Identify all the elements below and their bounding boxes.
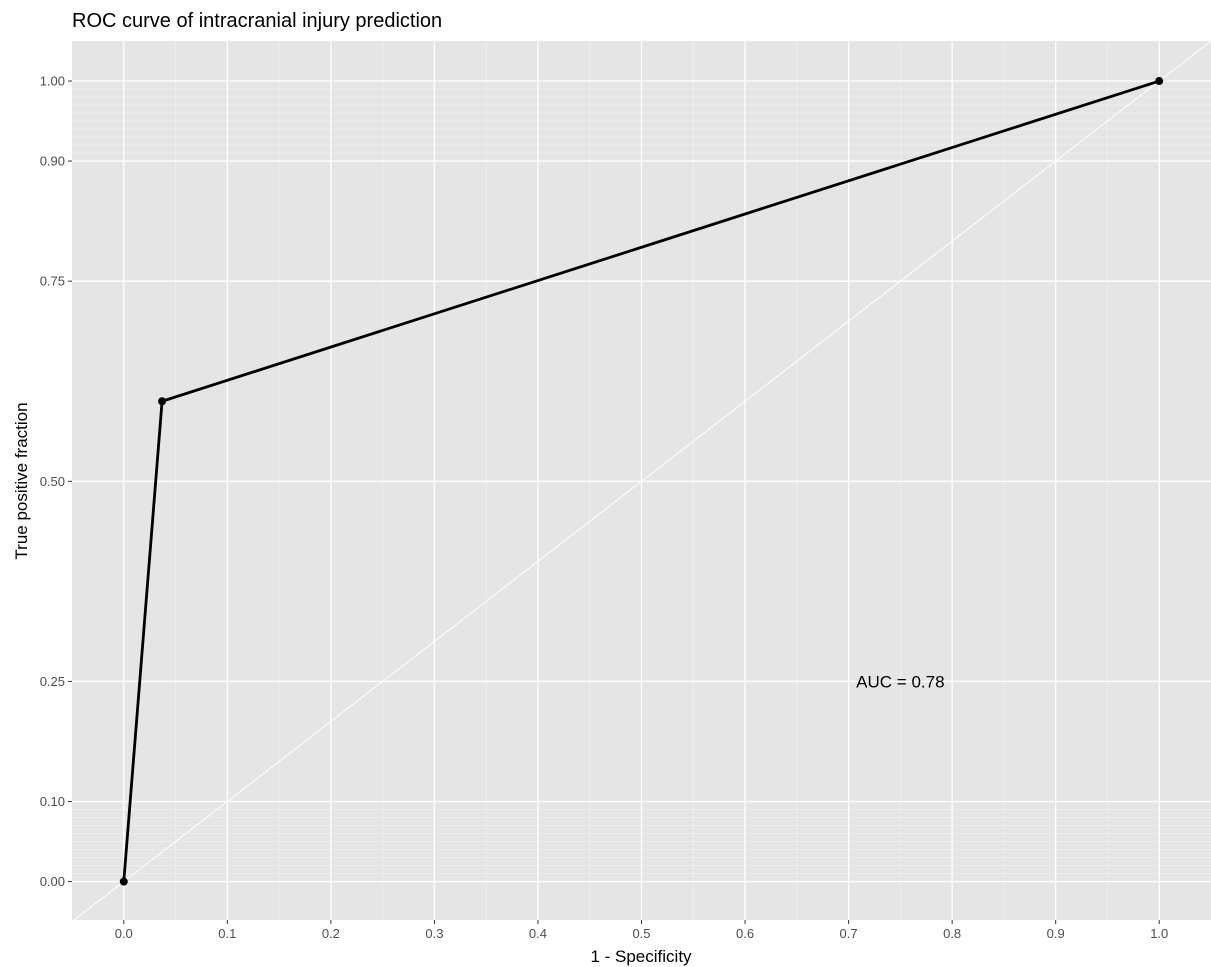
x-tick-label: 0.2 (322, 926, 340, 941)
x-tick-label: 0.3 (425, 926, 443, 941)
y-axis-ticks: 0.00 0.10 0.25 0.50 0.75 0.90 1.00 (40, 74, 72, 889)
x-tick-label: 0.8 (943, 926, 961, 941)
x-tick-label: 0.7 (840, 926, 858, 941)
x-tick-label: 0.6 (736, 926, 754, 941)
grid-minor-x (175, 41, 1108, 920)
y-tick-label: 0.50 (40, 474, 65, 489)
x-tick-label: 0.9 (1047, 926, 1065, 941)
y-tick-label: 0.90 (40, 154, 65, 169)
chart-title: ROC curve of intracranial injury predict… (72, 10, 442, 32)
roc-points (119, 77, 1164, 886)
x-tick-label: 0.5 (632, 926, 650, 941)
x-tick-label: 1.0 (1150, 926, 1168, 941)
grid-major-x (123, 41, 1160, 920)
y-axis-title: True positive fraction (12, 402, 31, 559)
y-tick-label: 1.00 (40, 74, 65, 89)
y-tick-label: 0.10 (40, 794, 65, 809)
y-tick-label: 0.75 (40, 274, 65, 289)
roc-point (1155, 77, 1164, 86)
roc-point (158, 397, 167, 406)
x-tick-label: 0.1 (218, 926, 236, 941)
x-axis-title: 1 - Specificity (590, 947, 692, 966)
x-tick-label: 0.4 (529, 926, 547, 941)
reference-diagonal (71, 40, 1211, 922)
y-tick-label: 0.00 (40, 874, 65, 889)
roc-point (119, 877, 128, 886)
x-axis-ticks: 0.0 0.1 0.2 0.3 0.4 0.5 0.6 0.7 0.8 0.9 1.0 (115, 920, 1168, 941)
y-tick-label: 0.25 (40, 674, 65, 689)
auc-annotation: AUC = 0.78 (856, 672, 944, 691)
x-tick-label: 0.0 (115, 926, 133, 941)
